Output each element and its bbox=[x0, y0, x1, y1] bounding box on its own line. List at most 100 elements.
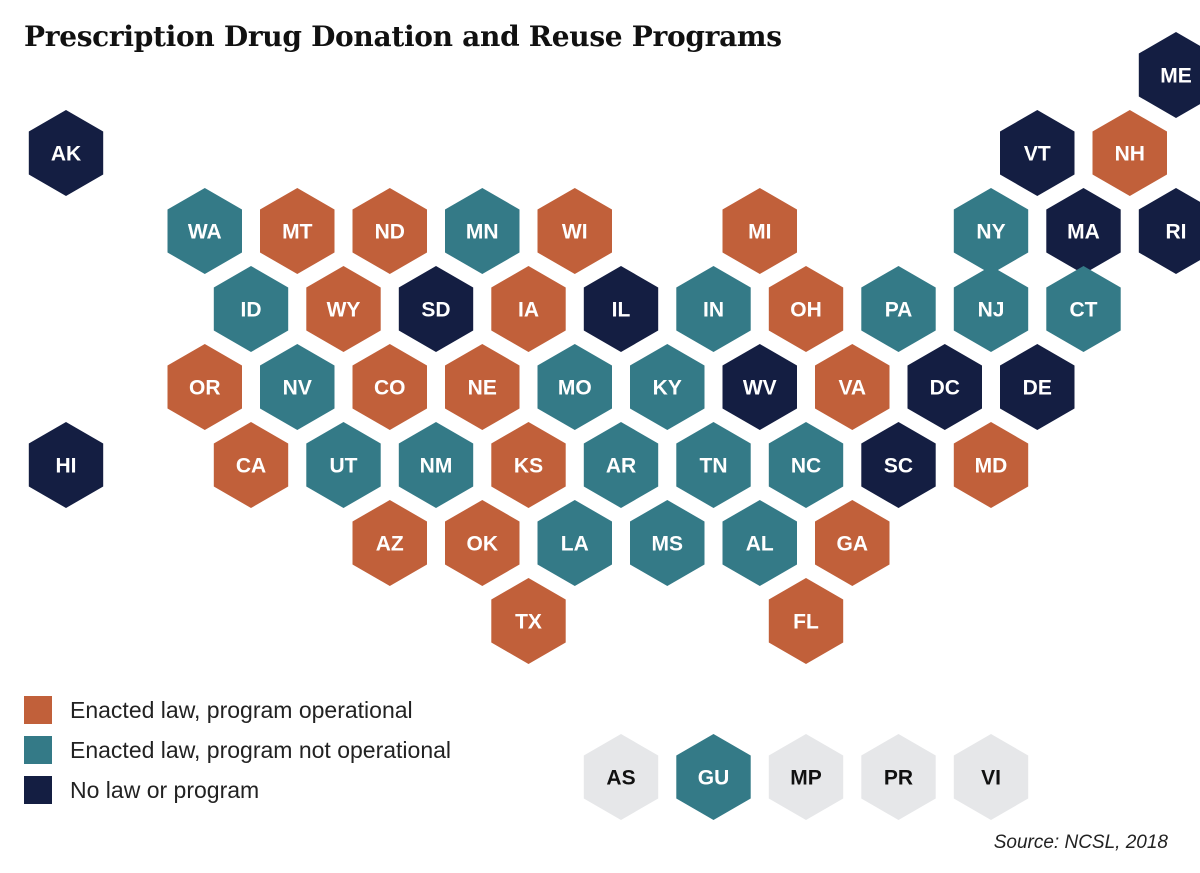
page-title: Prescription Drug Donation and Reuse Pro… bbox=[24, 20, 782, 53]
territory-as: AS bbox=[583, 734, 659, 820]
hex-tile-mn bbox=[445, 188, 520, 274]
hex-tile-oh bbox=[768, 266, 844, 352]
state-pa: PA bbox=[861, 266, 936, 352]
state-nm: NM bbox=[398, 422, 474, 508]
hex-label-ms: MS bbox=[652, 533, 684, 556]
hex-label-me: ME bbox=[1160, 65, 1192, 88]
hex-label-la: LA bbox=[561, 533, 589, 556]
hex-label-or: OR bbox=[189, 377, 221, 400]
hex-label-wi: WI bbox=[562, 221, 588, 244]
hex-label-ar: AR bbox=[606, 455, 636, 478]
state-ms: MS bbox=[630, 500, 705, 586]
state-mi: MI bbox=[722, 188, 797, 274]
state-ar: AR bbox=[583, 422, 659, 508]
hex-tile-nv bbox=[260, 344, 335, 430]
hex-label-sd: SD bbox=[421, 299, 450, 322]
hex-label-dc: DC bbox=[930, 377, 960, 400]
state-ky: KY bbox=[630, 344, 705, 430]
hex-tile-nh bbox=[1092, 110, 1167, 196]
legend-swatch-none bbox=[24, 776, 52, 804]
hex-tile-nc bbox=[768, 422, 844, 508]
hex-tile-va bbox=[815, 344, 890, 430]
state-wa: WA bbox=[167, 188, 242, 274]
state-dc: DC bbox=[907, 344, 982, 430]
hex-tile-nm bbox=[398, 422, 474, 508]
hex-tile-vi bbox=[953, 734, 1029, 820]
legend-item-operational: Enacted law, program operational bbox=[24, 690, 451, 730]
state-mt: MT bbox=[260, 188, 335, 274]
territory-pr: PR bbox=[861, 734, 936, 820]
hex-tile-co bbox=[352, 344, 427, 430]
state-me: ME bbox=[1138, 32, 1200, 118]
hex-label-hi: HI bbox=[56, 455, 77, 478]
state-al: AL bbox=[722, 500, 797, 586]
hex-label-mi: MI bbox=[748, 221, 771, 244]
hex-label-md: MD bbox=[975, 455, 1008, 478]
state-vt: VT bbox=[1000, 110, 1075, 196]
hex-label-ut: UT bbox=[330, 455, 358, 478]
state-ny: NY bbox=[953, 188, 1029, 274]
hex-tile-dc bbox=[907, 344, 982, 430]
hex-tile-ga bbox=[815, 500, 890, 586]
hex-label-va: VA bbox=[838, 377, 866, 400]
hex-tile-la bbox=[537, 500, 612, 586]
legend-swatch-not-operational bbox=[24, 736, 52, 764]
state-ri: RI bbox=[1138, 188, 1200, 274]
hex-tile-al bbox=[722, 500, 797, 586]
hex-tile-de bbox=[1000, 344, 1075, 430]
state-sd: SD bbox=[398, 266, 474, 352]
hex-tile-nj bbox=[953, 266, 1029, 352]
state-or: OR bbox=[167, 344, 242, 430]
hex-tile-wy bbox=[306, 266, 381, 352]
hex-tile-ar bbox=[583, 422, 659, 508]
hex-tile-mp bbox=[768, 734, 844, 820]
hex-tile-hi bbox=[28, 422, 104, 508]
hex-tile-id bbox=[213, 266, 289, 352]
territory-mp: MP bbox=[768, 734, 844, 820]
legend-item-not-operational: Enacted law, program not operational bbox=[24, 730, 451, 770]
hex-label-ga: GA bbox=[837, 533, 869, 556]
hex-tile-wa bbox=[167, 188, 242, 274]
territory-gu: GU bbox=[676, 734, 751, 820]
state-ma: MA bbox=[1046, 188, 1121, 274]
hex-tile-ri bbox=[1138, 188, 1200, 274]
hex-label-ny: NY bbox=[976, 221, 1005, 244]
hex-tile-mt bbox=[260, 188, 335, 274]
hex-tile-ny bbox=[953, 188, 1029, 274]
hex-tile-ct bbox=[1046, 266, 1121, 352]
state-mn: MN bbox=[445, 188, 520, 274]
state-id: ID bbox=[213, 266, 289, 352]
hex-tile-me bbox=[1138, 32, 1200, 118]
hex-tile-ia bbox=[491, 266, 566, 352]
hex-tile-ms bbox=[630, 500, 705, 586]
hex-tile-tx bbox=[491, 578, 566, 664]
hex-label-co: CO bbox=[374, 377, 406, 400]
legend-label-none: No law or program bbox=[70, 776, 260, 803]
hex-label-oh: OH bbox=[790, 299, 822, 322]
legend-label-operational: Enacted law, program operational bbox=[70, 696, 413, 723]
hex-label-ma: MA bbox=[1067, 221, 1100, 244]
hex-label-de: DE bbox=[1023, 377, 1052, 400]
hex-label-ne: NE bbox=[468, 377, 497, 400]
hex-label-nv: NV bbox=[283, 377, 312, 400]
source-note: Source: NCSL, 2018 bbox=[993, 832, 1168, 853]
hex-label-mo: MO bbox=[558, 377, 592, 400]
hex-label-nd: ND bbox=[375, 221, 405, 244]
state-de: DE bbox=[1000, 344, 1075, 430]
state-il: IL bbox=[583, 266, 659, 352]
hex-label-tn: TN bbox=[700, 455, 728, 478]
hex-label-nm: NM bbox=[420, 455, 453, 478]
hex-label-ia: IA bbox=[518, 299, 539, 322]
hex-label-wy: WY bbox=[327, 299, 361, 322]
state-tn: TN bbox=[676, 422, 751, 508]
hex-tile-wi bbox=[537, 188, 612, 274]
hex-tile-ky bbox=[630, 344, 705, 430]
hex-label-pa: PA bbox=[885, 299, 913, 322]
hex-label-wv: WV bbox=[743, 377, 777, 400]
state-nc: NC bbox=[768, 422, 844, 508]
legend-label-not-operational: Enacted law, program not operational bbox=[70, 736, 452, 763]
hex-label-al: AL bbox=[746, 533, 774, 556]
legend-item-none: No law or program bbox=[24, 770, 451, 810]
hex-tile-ok bbox=[445, 500, 520, 586]
hex-tile-pr bbox=[861, 734, 936, 820]
